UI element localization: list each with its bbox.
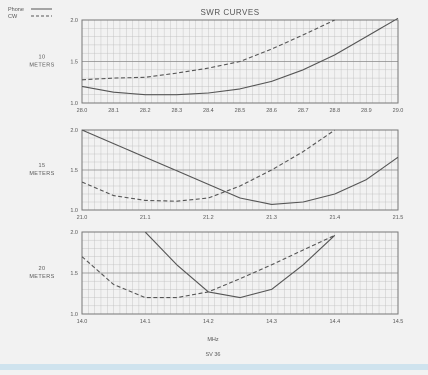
y-tick-label: 1.0: [70, 312, 78, 318]
plot-frame: [81, 231, 399, 315]
x-tick-label: 28.3: [171, 108, 182, 114]
x-tick-label: 14.5: [393, 319, 404, 325]
y-tick-label: 1.5: [70, 168, 78, 174]
y-tick-label: 2.0: [70, 128, 78, 134]
x-tick-label: 14.4: [329, 319, 340, 325]
x-tick-label: 21.2: [203, 215, 214, 221]
x-tick-label: 28.8: [329, 108, 340, 114]
x-tick-label: 21.3: [266, 215, 277, 221]
y-tick-label: 1.5: [70, 271, 78, 277]
bottom-strip: [0, 364, 428, 370]
x-tick-label: 21.5: [393, 215, 404, 221]
series-line-phone: [81, 129, 399, 205]
x-tick-label: 14.2: [203, 319, 214, 325]
panel-2: 1.0 1.5 2.0 14.0 14.1 14.2 14.3 14.4 14.5 20 METER…: [29, 230, 403, 325]
x-tick-label: 28.7: [298, 108, 309, 114]
panel-1: 1.0 1.5 2.0 21.0 21.1 21.2 21.3 21.4 21.5 15 METER…: [29, 128, 403, 221]
x-tick-label: 29.0: [393, 108, 404, 114]
x-tick-label: 28.4: [203, 108, 214, 114]
x-tick-label: 28.0: [77, 108, 88, 114]
band-label: 20: [39, 266, 46, 272]
series-line-cw: [81, 129, 336, 202]
x-tick-label: 14.1: [140, 319, 151, 325]
x-axis-label: MHz: [207, 337, 219, 343]
figure-id-label: SV 36: [206, 352, 221, 358]
y-tick-label: 1.0: [70, 101, 78, 107]
chart-title: SWR CURVES: [200, 8, 259, 17]
y-tick-label: 2.0: [70, 230, 78, 236]
plot-frame: [81, 19, 399, 104]
legend: Phone CW: [8, 7, 52, 20]
band-label: METERS: [29, 274, 54, 280]
series-line-phone: [144, 231, 336, 299]
band-label: 15: [39, 163, 46, 169]
series-line-cw: [81, 19, 336, 81]
x-tick-label: 28.1: [108, 108, 119, 114]
y-tick-label: 1.0: [70, 208, 78, 214]
legend-label-phone: Phone: [8, 7, 24, 13]
y-tick-label: 1.5: [70, 60, 78, 66]
x-tick-label: 21.1: [140, 215, 151, 221]
band-label: 10: [39, 55, 46, 61]
x-tick-label: 21.0: [77, 215, 88, 221]
series-line-cw: [81, 234, 336, 299]
x-tick-label: 21.4: [329, 215, 340, 221]
legend-label-cw: CW: [8, 14, 18, 20]
x-tick-label: 14.0: [77, 319, 88, 325]
y-tick-label: 2.0: [70, 18, 78, 24]
panel-0: 1.0 1.5 2.0 28.0 28.1 28.2 28.3 28.4 28.5 28.6 28.…: [29, 17, 404, 114]
x-tick-label: 28.6: [266, 108, 277, 114]
band-label: METERS: [29, 63, 54, 69]
series-line-phone: [81, 17, 399, 96]
band-label: METERS: [29, 171, 54, 177]
x-tick-label: 28.2: [140, 108, 151, 114]
x-tick-label: 14.3: [266, 319, 277, 325]
x-tick-label: 28.9: [361, 108, 372, 114]
x-tick-label: 28.5: [235, 108, 246, 114]
plot-frame: [81, 129, 399, 211]
